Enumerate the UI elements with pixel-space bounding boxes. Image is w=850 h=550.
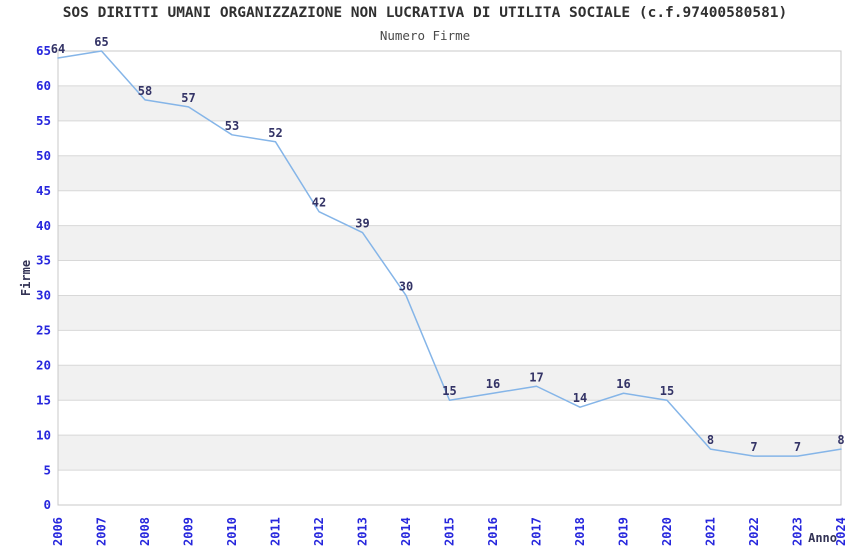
x-tick-label: 2011 (269, 517, 283, 546)
x-tick-label: 2015 (443, 517, 457, 546)
data-label: 16 (616, 377, 630, 391)
y-tick-label: 55 (36, 113, 51, 128)
y-axis-ticks: 0 5 10 15 20 25 30 35 40 45 50 55 60 65 (36, 43, 51, 512)
grid-band (58, 225, 841, 261)
data-label: 17 (529, 370, 543, 384)
grid-band (58, 85, 841, 121)
chart-title: SOS DIRITTI UMANI ORGANIZZAZIONE NON LUC… (62, 5, 788, 21)
data-label: 15 (660, 384, 674, 398)
y-tick-label: 50 (36, 148, 51, 163)
grid-band (58, 365, 841, 401)
chart-subtitle: Numero Firme (379, 28, 471, 43)
data-label: 65 (94, 35, 108, 49)
y-tick-label: 45 (36, 183, 51, 198)
data-label: 7 (794, 440, 801, 454)
data-label: 14 (573, 391, 587, 405)
y-tick-label: 5 (43, 462, 51, 477)
x-tick-label: 2022 (747, 517, 761, 546)
data-label: 39 (355, 217, 369, 231)
data-label: 30 (399, 279, 413, 293)
data-label: 16 (486, 377, 500, 391)
data-label: 52 (268, 126, 282, 140)
x-tick-label: 2014 (399, 517, 413, 546)
data-label: 8 (707, 433, 714, 447)
x-tick-label: 2017 (530, 517, 544, 546)
y-tick-label: 15 (36, 392, 51, 407)
x-tick-label: 2024 (834, 517, 848, 546)
y-tick-label: 20 (36, 358, 51, 373)
x-tick-label: 2021 (704, 517, 718, 546)
x-axis-title: Anno (808, 531, 837, 545)
data-label: 42 (312, 196, 326, 210)
data-label: 15 (442, 384, 456, 398)
x-axis-ticks: 2006 2007 2008 2009 2010 2011 2012 2013 2014 2015… (51, 517, 848, 546)
y-tick-label: 30 (36, 288, 51, 303)
data-label: 53 (225, 119, 239, 133)
data-label: 64 (51, 42, 65, 56)
y-tick-label: 40 (36, 218, 51, 233)
grid-band (58, 155, 841, 191)
grid-band (58, 435, 841, 471)
data-label: 58 (138, 84, 152, 98)
x-tick-label: 2019 (617, 517, 631, 546)
y-tick-label: 35 (36, 253, 51, 268)
grid-bands (58, 85, 841, 471)
y-tick-label: 10 (36, 427, 51, 442)
x-tick-label: 2006 (51, 517, 65, 546)
point-labels: 64 65 58 57 53 52 42 39 30 15 16 17 14 16 15 8 7 7 8 (51, 35, 845, 454)
x-tick-label: 2018 (573, 517, 587, 546)
series-line (57, 50, 842, 457)
plot-border (57, 50, 842, 506)
grid-band (58, 295, 841, 331)
x-tick-label: 2016 (486, 517, 500, 546)
x-tick-label: 2010 (225, 517, 239, 546)
x-tick-label: 2020 (660, 517, 674, 546)
x-tick-label: 2008 (138, 517, 152, 546)
y-tick-label: 25 (36, 323, 51, 338)
y-tick-label: 0 (43, 497, 51, 512)
x-tick-label: 2013 (356, 517, 370, 546)
x-tick-label: 2012 (312, 517, 326, 546)
y-tick-label: 60 (36, 78, 51, 93)
data-label: 7 (750, 440, 757, 454)
x-tick-label: 2023 (791, 517, 805, 546)
y-axis-title: Firme (19, 259, 33, 297)
y-tick-label: 65 (36, 43, 51, 58)
data-label: 57 (181, 91, 195, 105)
data-label: 8 (837, 433, 844, 447)
x-tick-label: 2007 (95, 517, 109, 546)
x-tick-label: 2009 (182, 517, 196, 546)
